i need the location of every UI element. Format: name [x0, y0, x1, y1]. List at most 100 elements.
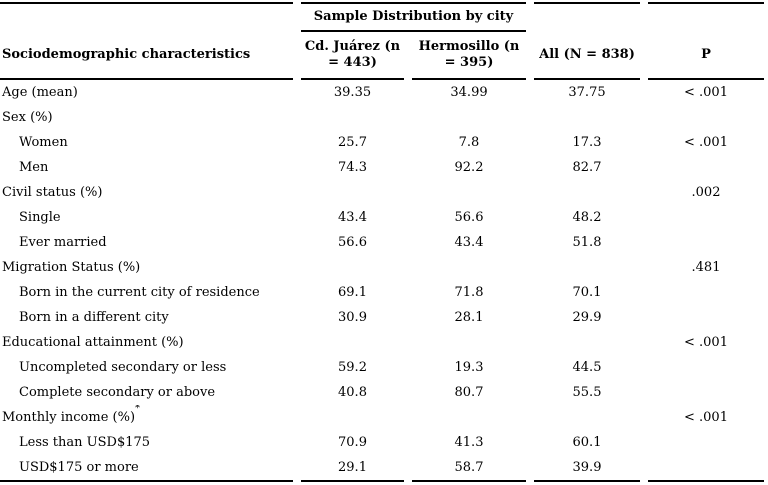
cell-p	[648, 430, 764, 455]
row-label: Ever married	[19, 235, 107, 250]
cell-juarez	[301, 180, 404, 205]
cell-hermosillo: 80.7	[454, 385, 484, 400]
cell-hermosillo: 58.7	[412, 455, 526, 482]
table-header: Sample Distribution by city Sociodemogra…	[0, 2, 764, 80]
cell-p	[648, 455, 764, 482]
row-label: Born in the current city of residence	[19, 285, 260, 300]
cell-hermosillo: 19.3	[454, 360, 484, 375]
cell-juarez	[301, 405, 404, 430]
cell-all: 70.1	[572, 285, 602, 300]
row-label: Educational attainment (%)	[2, 335, 184, 350]
cell-p	[648, 305, 764, 330]
row-label: Men	[19, 160, 49, 175]
cell-all: 17.3	[572, 135, 602, 150]
cell-p: < .001	[684, 135, 728, 150]
cell-hermosillo	[412, 405, 526, 430]
cell-juarez: 25.7	[338, 135, 367, 150]
cell-juarez	[301, 105, 404, 130]
cell-p: < .001	[684, 85, 728, 100]
row-label: Age (mean)	[2, 85, 78, 100]
cell-all: 48.2	[572, 210, 602, 225]
footnote-asterisk: *	[135, 405, 141, 414]
cell-hermosillo	[412, 255, 526, 280]
group-header-sample-distribution: Sample Distribution by city	[301, 2, 526, 32]
cell-hermosillo: 71.8	[454, 285, 484, 300]
cell-hermosillo: 34.99	[450, 85, 488, 100]
cell-all: 37.75	[568, 85, 606, 100]
row-label: Complete secondary or above	[19, 385, 216, 400]
table-row: Women 25.7 7.8 17.3 < .001	[0, 130, 764, 155]
row-label: Women	[19, 135, 68, 150]
cell-juarez: 43.4	[338, 210, 367, 225]
cell-p: < .001	[684, 335, 728, 350]
cell-all	[534, 405, 640, 430]
cell-all	[534, 105, 640, 130]
cell-p	[648, 355, 764, 380]
group-header-row: Sample Distribution by city	[0, 2, 764, 32]
cell-hermosillo: 92.2	[454, 160, 484, 175]
table-row: Born in a different city 30.9 28.1 29.9	[0, 305, 764, 330]
cell-juarez	[301, 255, 404, 280]
row-label: Migration Status (%)	[2, 260, 141, 275]
table-body: Age (mean) 39.35 34.99 37.75 < .001 Sex (%) Wo…	[0, 80, 764, 482]
row-label: Uncompleted secondary or less	[19, 360, 227, 375]
table-row: Single 43.4 56.6 48.2	[0, 205, 764, 230]
cell-p	[648, 280, 764, 305]
cell-juarez: 74.3	[338, 160, 367, 175]
cell-juarez: 29.1	[301, 455, 404, 482]
cell-all: 39.9	[534, 455, 640, 482]
column-header-all: All (N = 838)	[534, 32, 640, 80]
table-row: Migration Status (%) .481	[0, 255, 764, 280]
header-spacer-all	[534, 2, 640, 32]
column-header-characteristics: Sociodemographic characteristics	[0, 32, 293, 80]
cell-all	[534, 330, 640, 355]
cell-juarez: 69.1	[338, 285, 367, 300]
table-row: Monthly income (%)* < .001	[0, 405, 764, 430]
cell-p	[648, 380, 764, 405]
column-header-hermosillo: Hermosillo (n = 395)	[412, 32, 526, 80]
cell-all	[534, 255, 640, 280]
cell-p	[648, 155, 764, 180]
row-label: Born in a different city	[19, 310, 169, 325]
cell-p: .002	[691, 185, 721, 200]
table-row: Men 74.3 92.2 82.7	[0, 155, 764, 180]
table-row: Born in the current city of residence 69.…	[0, 280, 764, 305]
header-spacer-p	[648, 2, 764, 32]
column-header-juarez: Cd. Juárez (n = 443)	[301, 32, 404, 80]
cell-all	[534, 180, 640, 205]
cell-hermosillo: 28.1	[454, 310, 484, 325]
cell-juarez	[301, 330, 404, 355]
cell-p: .481	[691, 260, 721, 275]
cell-all: 29.9	[572, 310, 602, 325]
cell-hermosillo	[412, 105, 526, 130]
cell-juarez: 56.6	[338, 235, 367, 250]
cell-juarez: 30.9	[338, 310, 367, 325]
cell-p	[648, 205, 764, 230]
table-row: Civil status (%) .002	[0, 180, 764, 205]
table-row: Uncompleted secondary or less 59.2 19.3 44.…	[0, 355, 764, 380]
row-label: Single	[19, 210, 61, 225]
cell-hermosillo: 7.8	[458, 135, 480, 150]
row-label: Monthly income (%)*	[0, 405, 293, 430]
cell-hermosillo	[412, 330, 526, 355]
cell-hermosillo: 41.3	[454, 435, 484, 450]
cell-all: 55.5	[572, 385, 602, 400]
table-row: Educational attainment (%) < .001	[0, 330, 764, 355]
row-label: Sex (%)	[2, 110, 53, 125]
table-row: Ever married 56.6 43.4 51.8	[0, 230, 764, 255]
table-row: Less than USD$175 70.9 41.3 60.1	[0, 430, 764, 455]
cell-hermosillo	[412, 180, 526, 205]
cell-juarez: 40.8	[338, 385, 367, 400]
cell-p	[648, 105, 764, 130]
column-header-p: P	[648, 32, 764, 80]
cell-juarez: 59.2	[338, 360, 367, 375]
table-row: Sex (%)	[0, 105, 764, 130]
table-row: Age (mean) 39.35 34.99 37.75 < .001	[0, 80, 764, 105]
cell-hermosillo: 43.4	[454, 235, 484, 250]
cell-all: 51.8	[572, 235, 602, 250]
column-header-row: Sociodemographic characteristics Cd. Juá…	[0, 32, 764, 80]
cell-juarez: 70.9	[338, 435, 367, 450]
cell-juarez: 39.35	[333, 85, 372, 100]
